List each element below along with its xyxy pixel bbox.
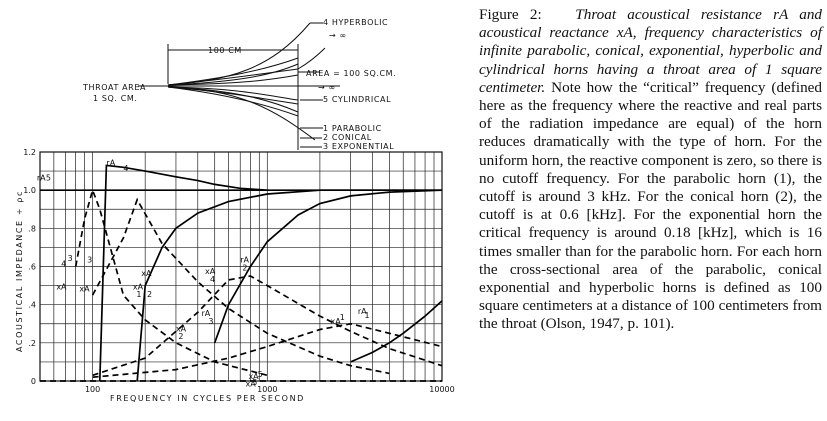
y-tick-labels: 0 .2 .4 .6 .8 1.0 1.2	[23, 148, 36, 386]
upper-conical-profile	[167, 57, 299, 86]
figure-svg: 100 CM THROAT AREA 1 SQ. CM. AREA = 100 …	[15, 18, 455, 403]
y-tick-label: 1.2	[23, 148, 36, 157]
series-layer	[40, 164, 443, 382]
x-axis-label: FREQUENCY IN CYCLES PER SECOND	[110, 394, 305, 403]
lower-profile-b	[167, 86, 299, 117]
upper-exponential-profile	[167, 63, 299, 86]
y-tick-label: .8	[28, 224, 36, 233]
upper-extra-profile	[167, 74, 299, 86]
conical-label: 2 CONICAL	[323, 133, 372, 142]
curve-label: 1	[136, 290, 141, 299]
caption-body: Note how the “critical” frequency (defin…	[479, 78, 823, 333]
horn-diagram-text: 100 CM THROAT AREA 1 SQ. CM. AREA = 100 …	[82, 18, 396, 151]
figure-caption: Figure 2: Throat acoustical resistance r…	[479, 6, 822, 334]
y-tick-label: .2	[28, 339, 36, 348]
curve-label: xA	[176, 324, 187, 333]
throat-label-2: 1 SQ. CM.	[93, 94, 138, 103]
caption-title: Throat acoustical resistance rA and acou…	[479, 6, 823, 96]
curve-label: 1	[364, 311, 369, 320]
curve-label: rA	[240, 256, 249, 265]
curve-label: 5	[258, 370, 263, 379]
infinity-label-upper: → ∞	[329, 31, 347, 40]
curve-label: rA	[201, 309, 210, 318]
y-axis-label: ACOUSTICAL IMPEDANCE ÷ ρc	[15, 190, 24, 352]
curve-label: xA	[248, 372, 259, 381]
curve-label: xA	[245, 380, 256, 389]
curve-label: 3	[87, 256, 92, 265]
x-tick-label: 10000	[429, 385, 454, 394]
y-tick-label: 1.0	[23, 186, 36, 195]
area-label: AREA = 100 SQ.CM.	[306, 69, 396, 78]
curve-label: 2	[178, 332, 183, 341]
x-tick-label: 1000	[257, 385, 277, 394]
curve-label: xA	[141, 269, 152, 278]
horn-diagram	[138, 22, 340, 150]
x-tick-label: 100	[85, 385, 100, 394]
curve-label: xA	[205, 267, 216, 276]
series-xa-1	[92, 322, 443, 379]
curve-label: 5	[46, 174, 51, 183]
exponential-label: 3 EXPONENTIAL	[323, 142, 394, 151]
horn-impedance-figure: 100 CM THROAT AREA 1 SQ. CM. AREA = 100 …	[15, 18, 455, 403]
curve-label: 3	[208, 317, 213, 326]
curve-label: 2	[147, 290, 152, 299]
curve-label: rA	[106, 158, 115, 167]
series-xa-2	[92, 275, 443, 377]
series-ra-1	[350, 300, 443, 363]
curve-label: 1	[340, 313, 345, 322]
y-tick-label: .6	[28, 263, 36, 272]
curve-label: 4	[61, 260, 66, 269]
y-tick-label: 0	[31, 377, 36, 386]
curve-label: rA	[358, 307, 367, 316]
curve-label: xA	[79, 284, 90, 293]
curve-label: 4	[123, 164, 128, 173]
curve-label: xA	[56, 282, 67, 291]
x-tick-labels: 100 1000 10000	[85, 385, 455, 394]
y-tick-label: .4	[28, 301, 36, 310]
curve-label: xA	[133, 282, 144, 291]
series-xa-3	[91, 197, 390, 375]
upper-infinity-arrow-line	[297, 47, 326, 70]
curve-label: 2	[242, 263, 247, 272]
impedance-chart: 0.2.4.6.81.01.2 100 1000 10000 rA 5xA43rA4x…	[15, 148, 455, 403]
curve-label: 4	[210, 275, 215, 284]
curve-label: rA	[37, 174, 46, 183]
cylindrical-label: 5 CYLINDRICAL	[323, 95, 391, 104]
lower-profile-d	[167, 86, 316, 141]
curve-label: 5	[252, 378, 257, 387]
infinity-label-lower: → ∞	[318, 83, 336, 92]
hyperbolic-label: 4 HYPERBOLIC	[323, 18, 388, 27]
curve-label: xA	[330, 317, 341, 326]
series-ra-4	[98, 164, 268, 382]
curve-label: 3	[68, 254, 73, 263]
parabolic-label: 1 PARABOLIC	[323, 124, 382, 133]
lower-profile-e	[167, 86, 299, 101]
length-label: 100 CM	[208, 46, 242, 55]
throat-label-1: THROAT AREA	[82, 83, 146, 92]
series-ra-2	[213, 189, 443, 344]
caption-label: Figure 2:	[479, 6, 542, 23]
